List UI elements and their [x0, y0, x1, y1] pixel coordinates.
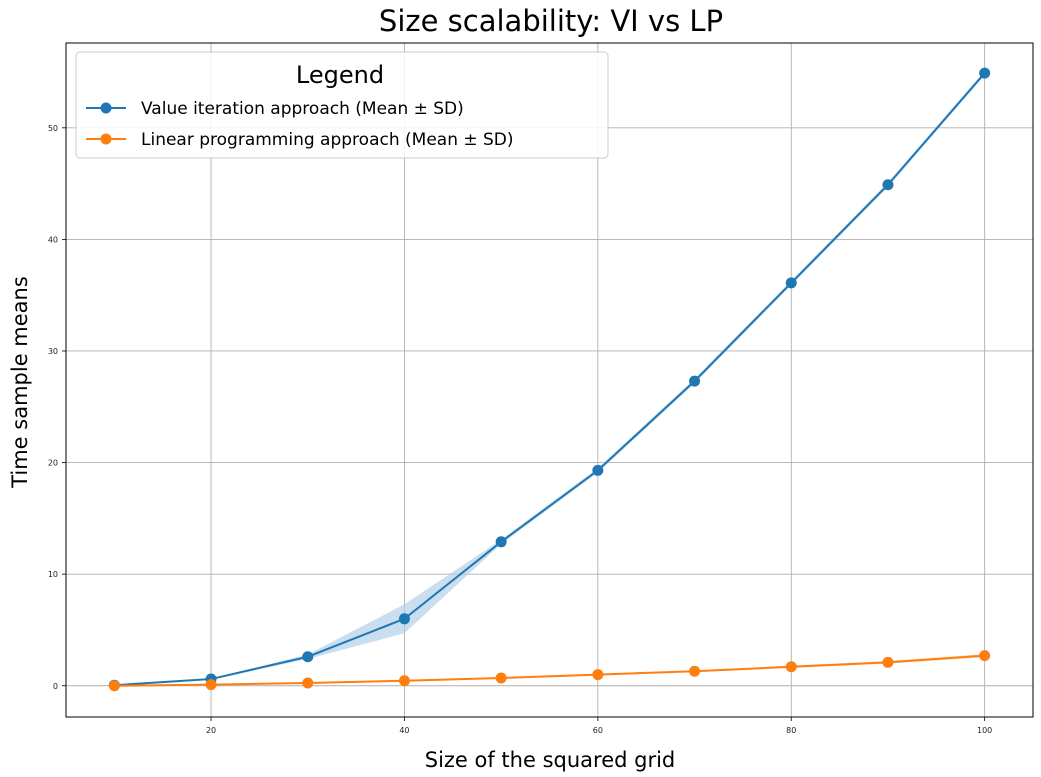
value-iteration-point	[882, 179, 894, 191]
chart-title: Size scalability: VI vs LP	[379, 4, 723, 38]
plot-area-frame	[65, 42, 1034, 718]
legend-marker-linear-programming	[100, 133, 112, 145]
x-tick-label: 80	[786, 726, 796, 735]
linear-programming-point	[205, 679, 217, 691]
linear-programming-sd-band	[114, 653, 985, 686]
linear-programming-point	[302, 677, 314, 689]
x-tick-label: 100	[977, 726, 992, 735]
y-tick-label: 10	[48, 570, 58, 579]
tick-label-layer: 20 40 60 80 100 0 10 20 30 40 50	[48, 124, 992, 735]
linear-programming-point	[979, 650, 991, 662]
legend-title: Legend	[296, 61, 384, 89]
linear-programming-line	[114, 654, 985, 687]
value-iteration-point	[979, 67, 991, 79]
legend-entries: Value iteration approach (Mean ± SD) Line…	[86, 99, 514, 150]
y-tick-label: 20	[48, 459, 58, 468]
y-tick-label: 30	[48, 347, 58, 356]
x-axis-label: Size of the squared grid	[425, 748, 676, 772]
legend-label-linear-programming: Linear programming approach (Mean ± SD)	[141, 130, 514, 150]
series-point-layer	[108, 67, 991, 692]
y-tick-label: 40	[48, 235, 58, 244]
x-tick-label: 40	[399, 726, 409, 735]
y-tick-label: 50	[48, 124, 58, 133]
linear-programming-point	[882, 656, 894, 668]
linear-programming-point	[495, 672, 507, 684]
sd-band-layer	[114, 70, 985, 686]
x-tick-label: 60	[593, 726, 603, 735]
value-iteration-point	[689, 375, 701, 387]
legend: Legend Value iteration approach (Mean ± …	[75, 51, 609, 159]
linear-programming-point	[785, 661, 797, 673]
value-iteration-point	[495, 536, 507, 548]
y-axis-label: Time sample means	[8, 276, 32, 489]
series-line-layer	[114, 72, 986, 687]
legend-box	[75, 51, 609, 159]
x-tick-label: 20	[206, 726, 216, 735]
y-tick-label: 0	[53, 682, 58, 691]
value-iteration-point	[592, 464, 604, 476]
value-iteration-line	[114, 72, 986, 687]
value-iteration-point	[302, 651, 314, 663]
linear-programming-point	[689, 665, 701, 677]
linear-programming-point	[592, 669, 604, 681]
legend-label-value-iteration: Value iteration approach (Mean ± SD)	[141, 99, 464, 119]
linear-programming-point	[108, 680, 120, 692]
legend-marker-value-iteration	[100, 102, 112, 114]
linear-programming-point	[398, 675, 410, 687]
value-iteration-point	[785, 277, 797, 289]
value-iteration-point	[398, 613, 410, 625]
value-iteration-sd-band	[114, 70, 985, 686]
